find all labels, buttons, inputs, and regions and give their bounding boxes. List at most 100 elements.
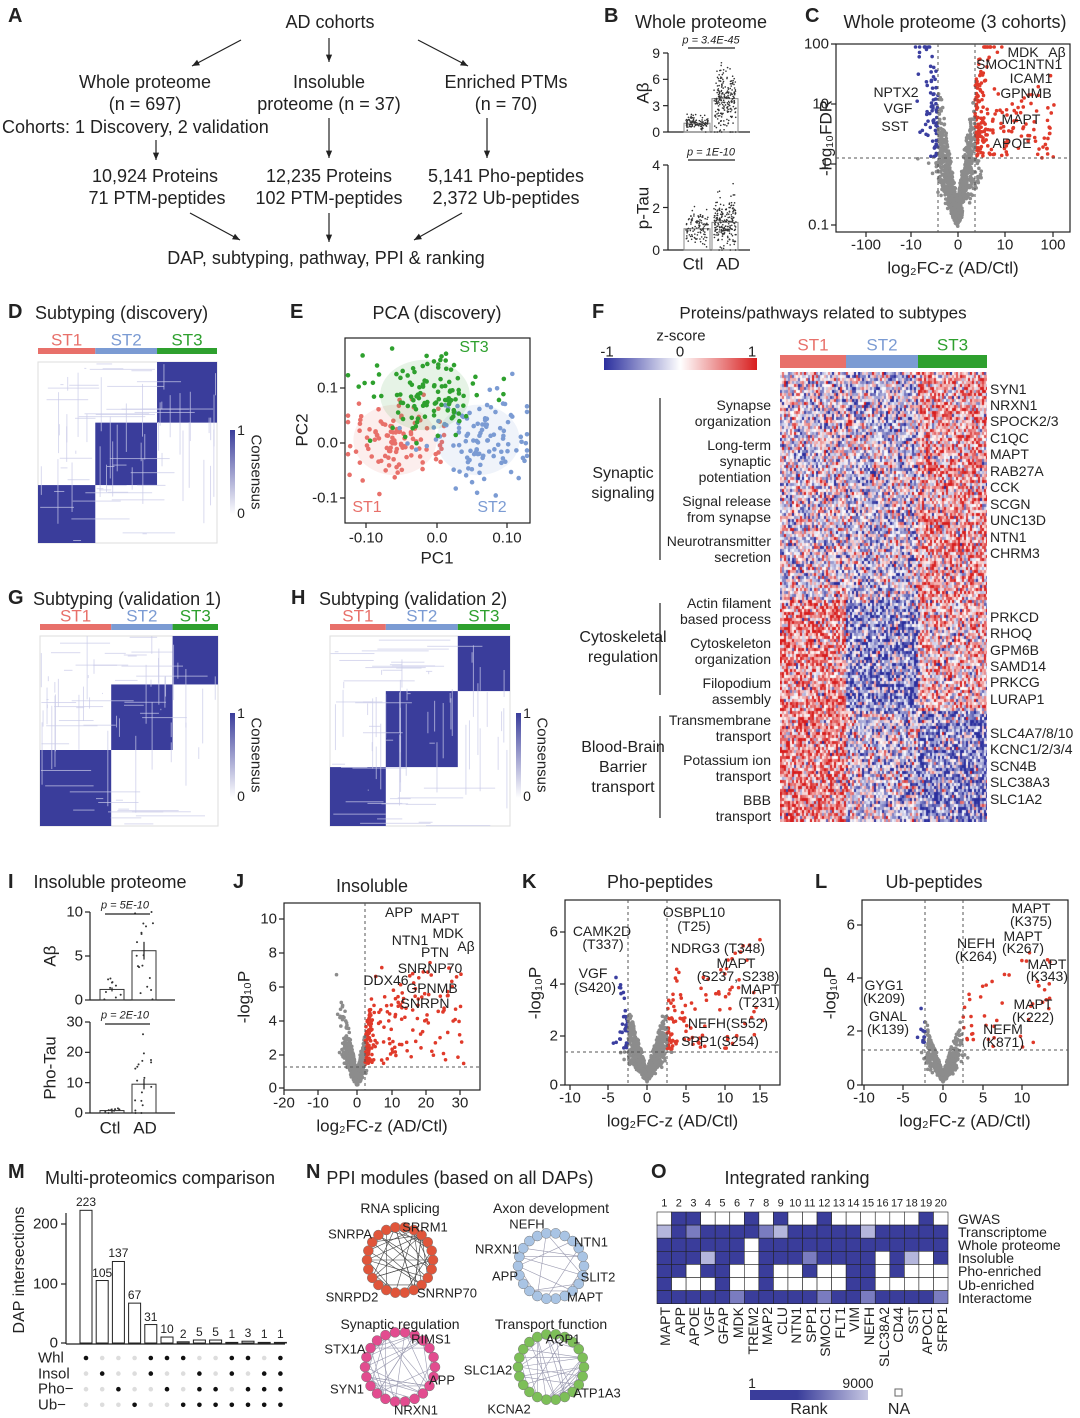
- data-point: [732, 105, 735, 108]
- up-point: [979, 125, 983, 129]
- data-point: [722, 80, 725, 83]
- data-point: [717, 100, 720, 102]
- ns-point: [945, 206, 950, 211]
- data-point: [732, 131, 734, 133]
- consensus-noise: [117, 810, 179, 812]
- data-point: [697, 220, 700, 223]
- data-point: [721, 212, 724, 215]
- st2-point: [487, 387, 493, 393]
- up-point: [727, 992, 731, 996]
- up-point: [404, 1040, 409, 1045]
- data-point: [730, 204, 733, 207]
- down-point: [933, 144, 937, 149]
- consensus-noise: [129, 636, 158, 638]
- up-point: [422, 1019, 427, 1023]
- ns-point: [629, 1024, 633, 1029]
- data-point: [726, 118, 728, 121]
- data-point: [722, 101, 724, 103]
- consensus-noise: [89, 697, 91, 709]
- data-point: [734, 88, 737, 91]
- data-point: [714, 212, 717, 215]
- consensus-noise: [392, 665, 436, 667]
- data-point: [688, 234, 691, 236]
- st1-point: [395, 470, 400, 475]
- data-point: [729, 115, 732, 118]
- data-point: [716, 91, 718, 94]
- data-point: [724, 208, 727, 211]
- data-point: [698, 226, 700, 229]
- data-point: [686, 232, 688, 234]
- data-point: [719, 221, 722, 224]
- data-point: [726, 77, 728, 80]
- data-point: [718, 209, 721, 212]
- data-point: [685, 222, 688, 225]
- data-point: [699, 219, 701, 221]
- data-point: [689, 116, 692, 119]
- data-point: [715, 226, 717, 229]
- down-point: [924, 79, 929, 84]
- data-point: [728, 220, 731, 223]
- data-point: [733, 243, 736, 246]
- ns-point: [633, 1030, 637, 1035]
- data-point: [732, 81, 734, 84]
- data-point: [719, 69, 722, 72]
- consensus-noise: [360, 822, 431, 824]
- st2-point: [475, 440, 481, 445]
- up-point: [969, 1023, 974, 1028]
- consensus-noise: [140, 442, 142, 462]
- consensus-noise: [169, 395, 171, 438]
- up-point: [388, 1041, 392, 1046]
- ns-point: [972, 117, 977, 122]
- ns-point: [943, 177, 947, 182]
- data-point: [719, 203, 722, 206]
- data-point: [703, 243, 706, 246]
- consensus-noise: [381, 803, 409, 805]
- ns-point: [968, 122, 973, 126]
- ns-point: [348, 1054, 352, 1058]
- up-point: [1002, 972, 1007, 977]
- st1-point: [356, 401, 362, 406]
- consensus-noise: [75, 664, 129, 666]
- data-point: [703, 114, 706, 117]
- up-point: [699, 986, 703, 991]
- consensus-noise: [46, 687, 48, 725]
- data-point: [691, 209, 694, 212]
- down-point: [924, 112, 929, 117]
- data-point: [733, 202, 736, 204]
- ns-point: [926, 1045, 931, 1050]
- up-point: [394, 1053, 398, 1058]
- st1-point: [357, 460, 363, 465]
- ns-point: [635, 1052, 640, 1056]
- ns-point: [923, 1020, 928, 1025]
- up-point: [970, 1031, 975, 1036]
- data-point: [727, 88, 730, 90]
- st1-point: [433, 456, 439, 462]
- data-point: [701, 242, 704, 245]
- st2-point: [477, 470, 482, 476]
- data-point: [728, 203, 731, 206]
- up-point: [391, 1039, 395, 1044]
- data-point: [691, 235, 694, 238]
- up-point: [680, 1010, 685, 1015]
- data-point: [719, 103, 721, 106]
- consensus-noise: [405, 703, 407, 776]
- data-point: [731, 98, 734, 100]
- data-point: [717, 95, 720, 98]
- up-point: [1007, 973, 1011, 977]
- ns-point: [936, 1058, 941, 1062]
- up-point: [670, 1044, 675, 1048]
- up-point: [381, 1040, 386, 1044]
- data-point: [728, 101, 731, 104]
- consensus-noise: [54, 694, 56, 752]
- data-point: [722, 233, 724, 236]
- data-point: [714, 115, 716, 117]
- data-point: [705, 236, 708, 239]
- up-point: [986, 58, 990, 62]
- data-point: [734, 111, 737, 113]
- data-point: [716, 108, 719, 111]
- consensus-noise: [189, 391, 191, 442]
- ns-point: [643, 1075, 647, 1079]
- data-point: [714, 215, 716, 217]
- up-point: [1042, 987, 1047, 992]
- consensus-noise: [134, 411, 195, 413]
